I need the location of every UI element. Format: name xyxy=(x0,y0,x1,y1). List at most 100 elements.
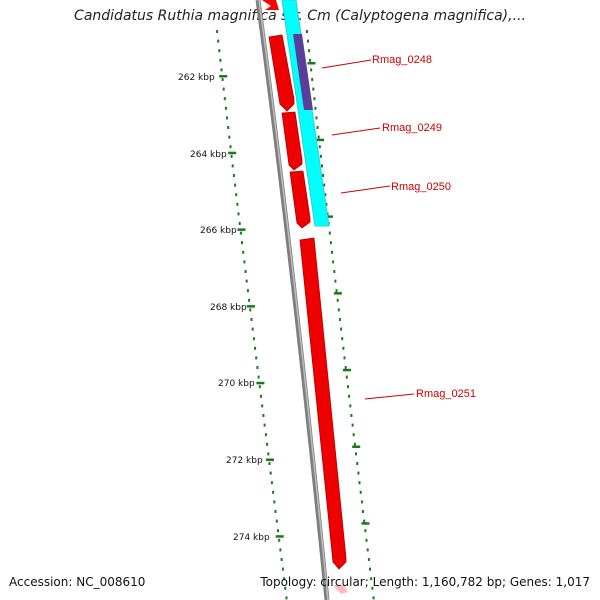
left-track-minor-tick xyxy=(277,529,279,533)
scale-labels: 262 kbp 264 kbp 266 kbp 268 kbp 270 kbp … xyxy=(178,73,270,543)
gene-arrow[interactable] xyxy=(262,0,279,10)
accession-text: Accession: NC_008610 xyxy=(9,575,146,589)
right-track-minor-tick xyxy=(343,356,346,360)
right-track-minor-tick xyxy=(332,260,335,264)
left-track-minor-tick xyxy=(241,241,243,245)
left-track-minor-tick xyxy=(249,308,252,312)
left-track-minor-tick xyxy=(220,68,223,72)
left-track-minor-tick xyxy=(283,577,286,581)
left-track-minor-tick xyxy=(266,442,269,446)
right-track-major-tick xyxy=(307,62,316,65)
right-track-minor-tick xyxy=(341,337,344,341)
gene-arrow-rmag-0251[interactable] xyxy=(299,237,347,570)
left-track-minor-tick xyxy=(264,433,267,437)
left-track-minor-tick xyxy=(216,30,219,33)
left-track-minor-tick xyxy=(245,279,248,283)
right-track-minor-tick xyxy=(334,279,337,283)
right-track-minor-tick xyxy=(357,471,360,475)
left-track-minor-tick xyxy=(238,222,241,225)
right-track-minor-tick xyxy=(323,183,326,187)
right-track-minor-tick xyxy=(358,481,361,485)
right-track-major-tick xyxy=(333,292,342,295)
right-track-minor-tick xyxy=(366,548,369,552)
right-track-minor-tick xyxy=(319,154,322,158)
right-track-minor-tick xyxy=(322,174,325,177)
left-track-minor-tick xyxy=(242,250,245,254)
left-track-minor-tick xyxy=(230,154,233,158)
left-track-minor-tick xyxy=(269,471,272,475)
right-track-minor-tick xyxy=(306,30,308,33)
left-track-minor-tick xyxy=(255,356,258,360)
right-track-major-tick xyxy=(343,368,351,372)
left-track-minor-tick xyxy=(260,394,262,398)
right-track-minor-tick xyxy=(365,538,368,542)
right-track-minor-tick xyxy=(371,586,374,590)
right-track-minor-tick xyxy=(317,135,320,139)
right-track-minor-tick xyxy=(355,452,357,456)
right-track-minor-tick xyxy=(340,327,343,331)
left-track-minor-tick xyxy=(267,452,270,456)
gene-label-rmag-0251[interactable]: Rmag_0251 xyxy=(416,388,476,400)
right-track-minor-tick xyxy=(364,529,367,533)
right-track-minor-tick xyxy=(348,394,351,398)
scale-label: 266 kbp xyxy=(200,226,237,236)
left-track-minor-tick xyxy=(248,298,251,302)
scale-label: 268 kbp xyxy=(210,303,247,313)
left-track-minor-tick xyxy=(223,97,226,101)
genome-stats: Topology: circular; Length: 1,160,782 bp… xyxy=(260,575,590,589)
gene-labels: Rmag_0248 Rmag_0249 Rmag_0250 Rmag_0251 xyxy=(372,54,476,400)
left-track-minor-tick xyxy=(226,116,228,120)
left-track-minor-tick xyxy=(275,519,278,523)
length-text: Length: 1,160,782 bp; xyxy=(372,575,507,589)
left-track-minor-tick xyxy=(272,490,275,494)
left-track-minor-tick xyxy=(262,414,265,417)
left-track-minor-tick xyxy=(222,87,225,91)
left-track-minor-tick xyxy=(235,193,238,197)
right-track-minor-tick xyxy=(307,39,309,43)
gene-arrow-rmag-0250[interactable] xyxy=(289,170,311,229)
gene-label-rmag-0250[interactable]: Rmag_0250 xyxy=(391,181,451,193)
right-track-minor-tick xyxy=(333,270,336,273)
label-leaders xyxy=(321,59,415,400)
left-track-minor-tick xyxy=(229,145,232,149)
right-track-minor-tick xyxy=(338,318,341,321)
right-track-minor-tick xyxy=(352,433,355,437)
left-track-minor-tick xyxy=(250,318,253,321)
right-track-minor-tick xyxy=(308,49,311,53)
left-track-minor-tick xyxy=(284,586,287,590)
right-track-minor-tick xyxy=(311,78,314,81)
gene-label-rmag-0249[interactable]: Rmag_0249 xyxy=(382,122,442,134)
right-track-minor-tick xyxy=(315,116,318,120)
right-track-minor-tick xyxy=(316,126,319,129)
left-track-minor-tick xyxy=(217,39,220,43)
gene-arrow-fragment xyxy=(333,585,348,594)
left-track-minor-tick xyxy=(246,289,249,293)
right-track-major-tick xyxy=(324,215,333,218)
right-track-minor-tick xyxy=(347,385,349,389)
right-track-major-tick xyxy=(316,138,324,142)
left-track-minor-tick xyxy=(237,212,240,216)
right-track-minor-tick xyxy=(350,414,353,417)
left-tick-track xyxy=(216,30,288,600)
gene-arrow-rmag-0248[interactable] xyxy=(268,34,295,112)
left-track-minor-tick xyxy=(257,375,260,379)
right-track-minor-tick xyxy=(342,346,345,350)
right-track-minor-tick xyxy=(328,231,331,235)
right-track-minor-tick xyxy=(369,567,371,571)
gene-label-rmag-0248[interactable]: Rmag_0248 xyxy=(372,54,432,66)
gene-arrow-rmag-0249[interactable] xyxy=(281,111,303,171)
scale-label: 272 kbp xyxy=(226,456,263,466)
right-track-minor-tick xyxy=(329,241,332,245)
left-track-minor-tick xyxy=(270,481,273,485)
left-track-minor-tick xyxy=(224,106,227,110)
map-title: Candidatus Ruthia magnifica str. Cm (Cal… xyxy=(74,8,526,24)
right-track-minor-tick xyxy=(363,519,366,523)
right-track-major-tick xyxy=(361,522,370,525)
left-track-major-tick xyxy=(228,151,237,155)
right-track-minor-tick xyxy=(367,558,370,561)
left-track-minor-tick xyxy=(228,135,231,139)
right-track-minor-tick xyxy=(362,510,364,513)
right-track-minor-tick xyxy=(370,577,373,581)
left-track-major-tick xyxy=(256,381,265,385)
